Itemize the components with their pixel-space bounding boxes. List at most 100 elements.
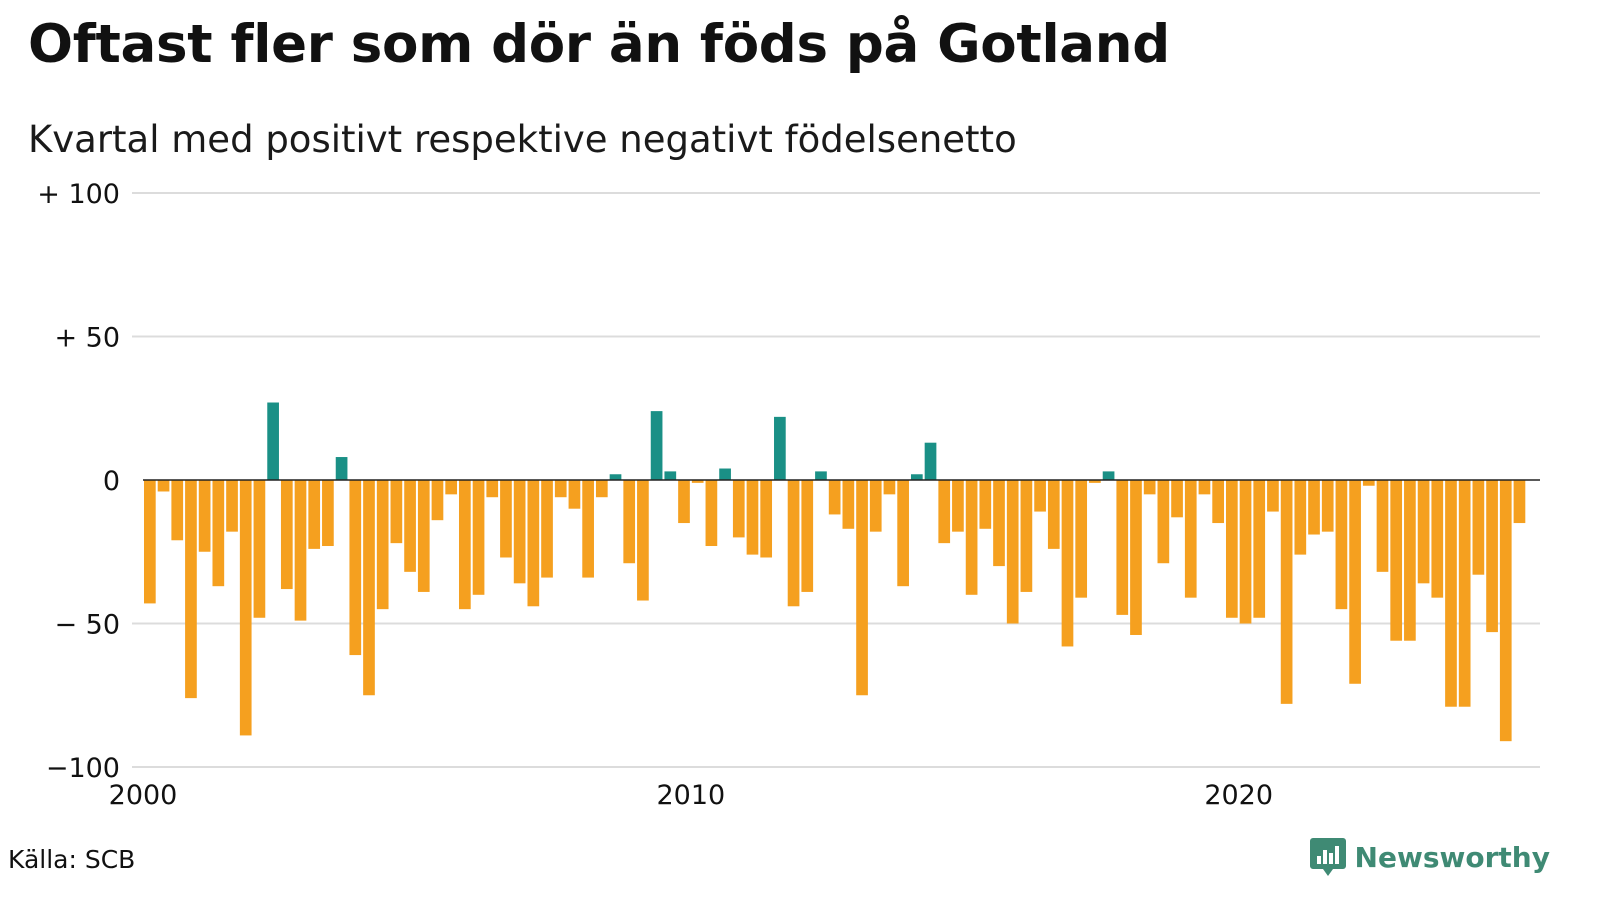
bar-negative	[965, 480, 978, 595]
bar-negative	[404, 480, 416, 572]
bar-positive	[609, 474, 622, 480]
bar-negative	[144, 480, 156, 604]
bar-positive	[815, 471, 827, 480]
bar-negative	[1020, 480, 1033, 592]
bar-negative	[1198, 480, 1211, 495]
bar-negative	[1061, 480, 1074, 647]
bar-negative	[1431, 480, 1444, 598]
bar-negative	[1143, 480, 1156, 495]
bar-negative	[883, 480, 896, 495]
bar-negative	[1089, 480, 1101, 483]
bar-negative	[472, 480, 485, 595]
bar-negative	[445, 480, 458, 495]
bar-negative	[513, 480, 526, 584]
bar-negative	[842, 480, 855, 529]
bar-negative	[869, 480, 882, 532]
bar-negative	[568, 480, 581, 509]
bar-negative	[363, 480, 375, 696]
bar-negative	[1239, 480, 1252, 624]
bar-negative	[212, 480, 225, 587]
bar-negative	[417, 480, 430, 592]
bar-negative	[732, 480, 745, 538]
y-tick-label: + 100	[37, 179, 120, 210]
bar-negative	[582, 480, 594, 578]
bar-positive	[335, 457, 348, 480]
bar-negative	[1184, 480, 1197, 598]
bar-negative	[1157, 480, 1170, 564]
bar-negative	[801, 480, 814, 592]
bar-negative	[308, 480, 321, 549]
newsworthy-icon	[1309, 838, 1346, 876]
bar-negative	[1472, 480, 1485, 575]
bar-negative	[1362, 480, 1375, 486]
bar-negative	[1130, 480, 1142, 635]
bar-negative	[856, 480, 868, 696]
bar-negative	[1445, 480, 1457, 707]
bar-negative	[500, 480, 512, 558]
bar-negative	[1253, 480, 1266, 618]
chart-subtitle: Kvartal med positivt respektive negativt…	[28, 118, 1017, 161]
brand-logo: Newsworthy	[1309, 836, 1550, 878]
bar-negative	[1486, 480, 1498, 633]
bar-positive	[650, 411, 663, 480]
bar-negative	[623, 480, 636, 564]
bar-negative	[979, 480, 992, 529]
bar-negative	[198, 480, 211, 552]
bar-negative	[1376, 480, 1389, 572]
chart-title: Oftast fler som dör än föds på Gotland	[28, 14, 1170, 75]
bar-negative	[1280, 480, 1293, 704]
bar-positive	[664, 471, 677, 480]
bar-negative	[1321, 480, 1334, 532]
bar-negative	[1335, 480, 1348, 610]
brand-name: Newsworthy	[1354, 840, 1550, 874]
bar-negative	[1267, 480, 1279, 512]
bar-negative	[691, 480, 704, 483]
gridlines	[132, 192, 1540, 768]
bar-negative	[1294, 480, 1307, 555]
bar-negative	[1404, 480, 1416, 641]
bar-negative	[938, 480, 951, 544]
bar-positive	[910, 474, 923, 480]
bar-negative	[390, 480, 403, 544]
bar-positive	[774, 416, 786, 480]
bar-negative	[185, 480, 197, 699]
bar-negative	[459, 480, 471, 610]
bar-positive	[719, 468, 731, 480]
bar-negative	[746, 480, 759, 555]
x-tick-label: 2010	[656, 780, 725, 811]
bar-negative	[1417, 480, 1430, 584]
bar-negative	[527, 480, 540, 607]
bar-negative	[541, 480, 553, 578]
bar-negative	[952, 480, 964, 532]
bar-negative	[1006, 480, 1019, 624]
bar-negative	[637, 480, 649, 601]
bar-negative	[486, 480, 499, 498]
x-tick-label: 2000	[109, 780, 178, 811]
bar-negative	[1513, 480, 1526, 524]
y-tick-label: −100	[46, 753, 120, 784]
bar-negative	[171, 480, 184, 541]
bar-negative	[157, 480, 170, 492]
y-tick-label: 0	[103, 466, 120, 497]
bar-negative	[1171, 480, 1183, 518]
bar-negative	[1308, 480, 1320, 535]
bar-negative	[1458, 480, 1471, 707]
bar-negative	[253, 480, 266, 618]
bar-negative	[554, 480, 567, 498]
y-tick-label: − 50	[54, 610, 120, 641]
bar-negative	[1349, 480, 1361, 684]
bar-negative	[993, 480, 1005, 567]
bar-negative	[1212, 480, 1224, 524]
bar-negative	[1047, 480, 1060, 549]
bar-negative	[1116, 480, 1129, 615]
bar-negative	[239, 480, 252, 736]
bars	[144, 402, 1526, 742]
bar-negative	[705, 480, 718, 547]
bar-negative	[595, 480, 608, 498]
bar-negative	[1390, 480, 1403, 641]
bar-negative	[678, 480, 690, 524]
bar-positive	[924, 442, 937, 480]
bar-negative	[376, 480, 389, 610]
bar-negative	[226, 480, 238, 532]
